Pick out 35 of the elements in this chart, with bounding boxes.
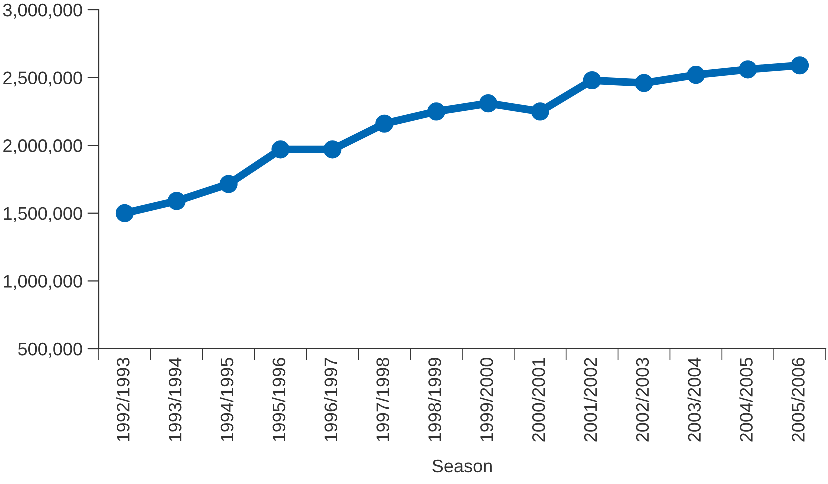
x-tick-label: 1997/1998 — [376, 358, 390, 442]
point — [116, 204, 134, 222]
point — [583, 71, 602, 90]
point — [220, 175, 238, 194]
x-tick-label: 2000/2001 — [532, 358, 546, 442]
point — [272, 140, 290, 159]
point — [376, 114, 394, 133]
point — [635, 74, 654, 92]
y-tick-label: 2,000,000 — [4, 140, 82, 154]
point — [324, 140, 342, 159]
x-tick-label: 2005/2006 — [792, 358, 805, 442]
point — [739, 60, 758, 79]
x-tick-label: 1992/1993 — [116, 358, 130, 442]
x-tick-label: 1994/1995 — [220, 358, 234, 442]
y-tick-label: 2,500,000 — [4, 72, 82, 87]
point — [479, 94, 498, 113]
x-tick-label: 2002/2003 — [636, 358, 650, 442]
point — [531, 102, 550, 121]
x-tick-label: 2003/2004 — [688, 358, 702, 442]
x-tick-label: 1998/1999 — [428, 358, 442, 442]
x-tick-label: 1995/1996 — [272, 358, 286, 442]
point — [687, 66, 706, 84]
x-tick-label: 2004/2005 — [740, 358, 753, 442]
y-tick-label: 3,000,000 — [3, 4, 82, 19]
x-tick-label: 1993/1994 — [168, 358, 182, 442]
x-axis-title: Season — [432, 460, 492, 473]
x-tick-label: 1996/1997 — [324, 358, 338, 442]
y-tick-label: 1,500,000 — [4, 207, 82, 222]
point — [791, 56, 810, 75]
y-tick-label: 1,000,000 — [4, 275, 82, 290]
x-tick-label: 2001/2002 — [584, 358, 598, 442]
y-tick-label: 500,000 — [18, 342, 82, 358]
point — [428, 102, 446, 121]
point — [168, 192, 186, 210]
x-tick-label: 1999/2000 — [480, 358, 494, 442]
